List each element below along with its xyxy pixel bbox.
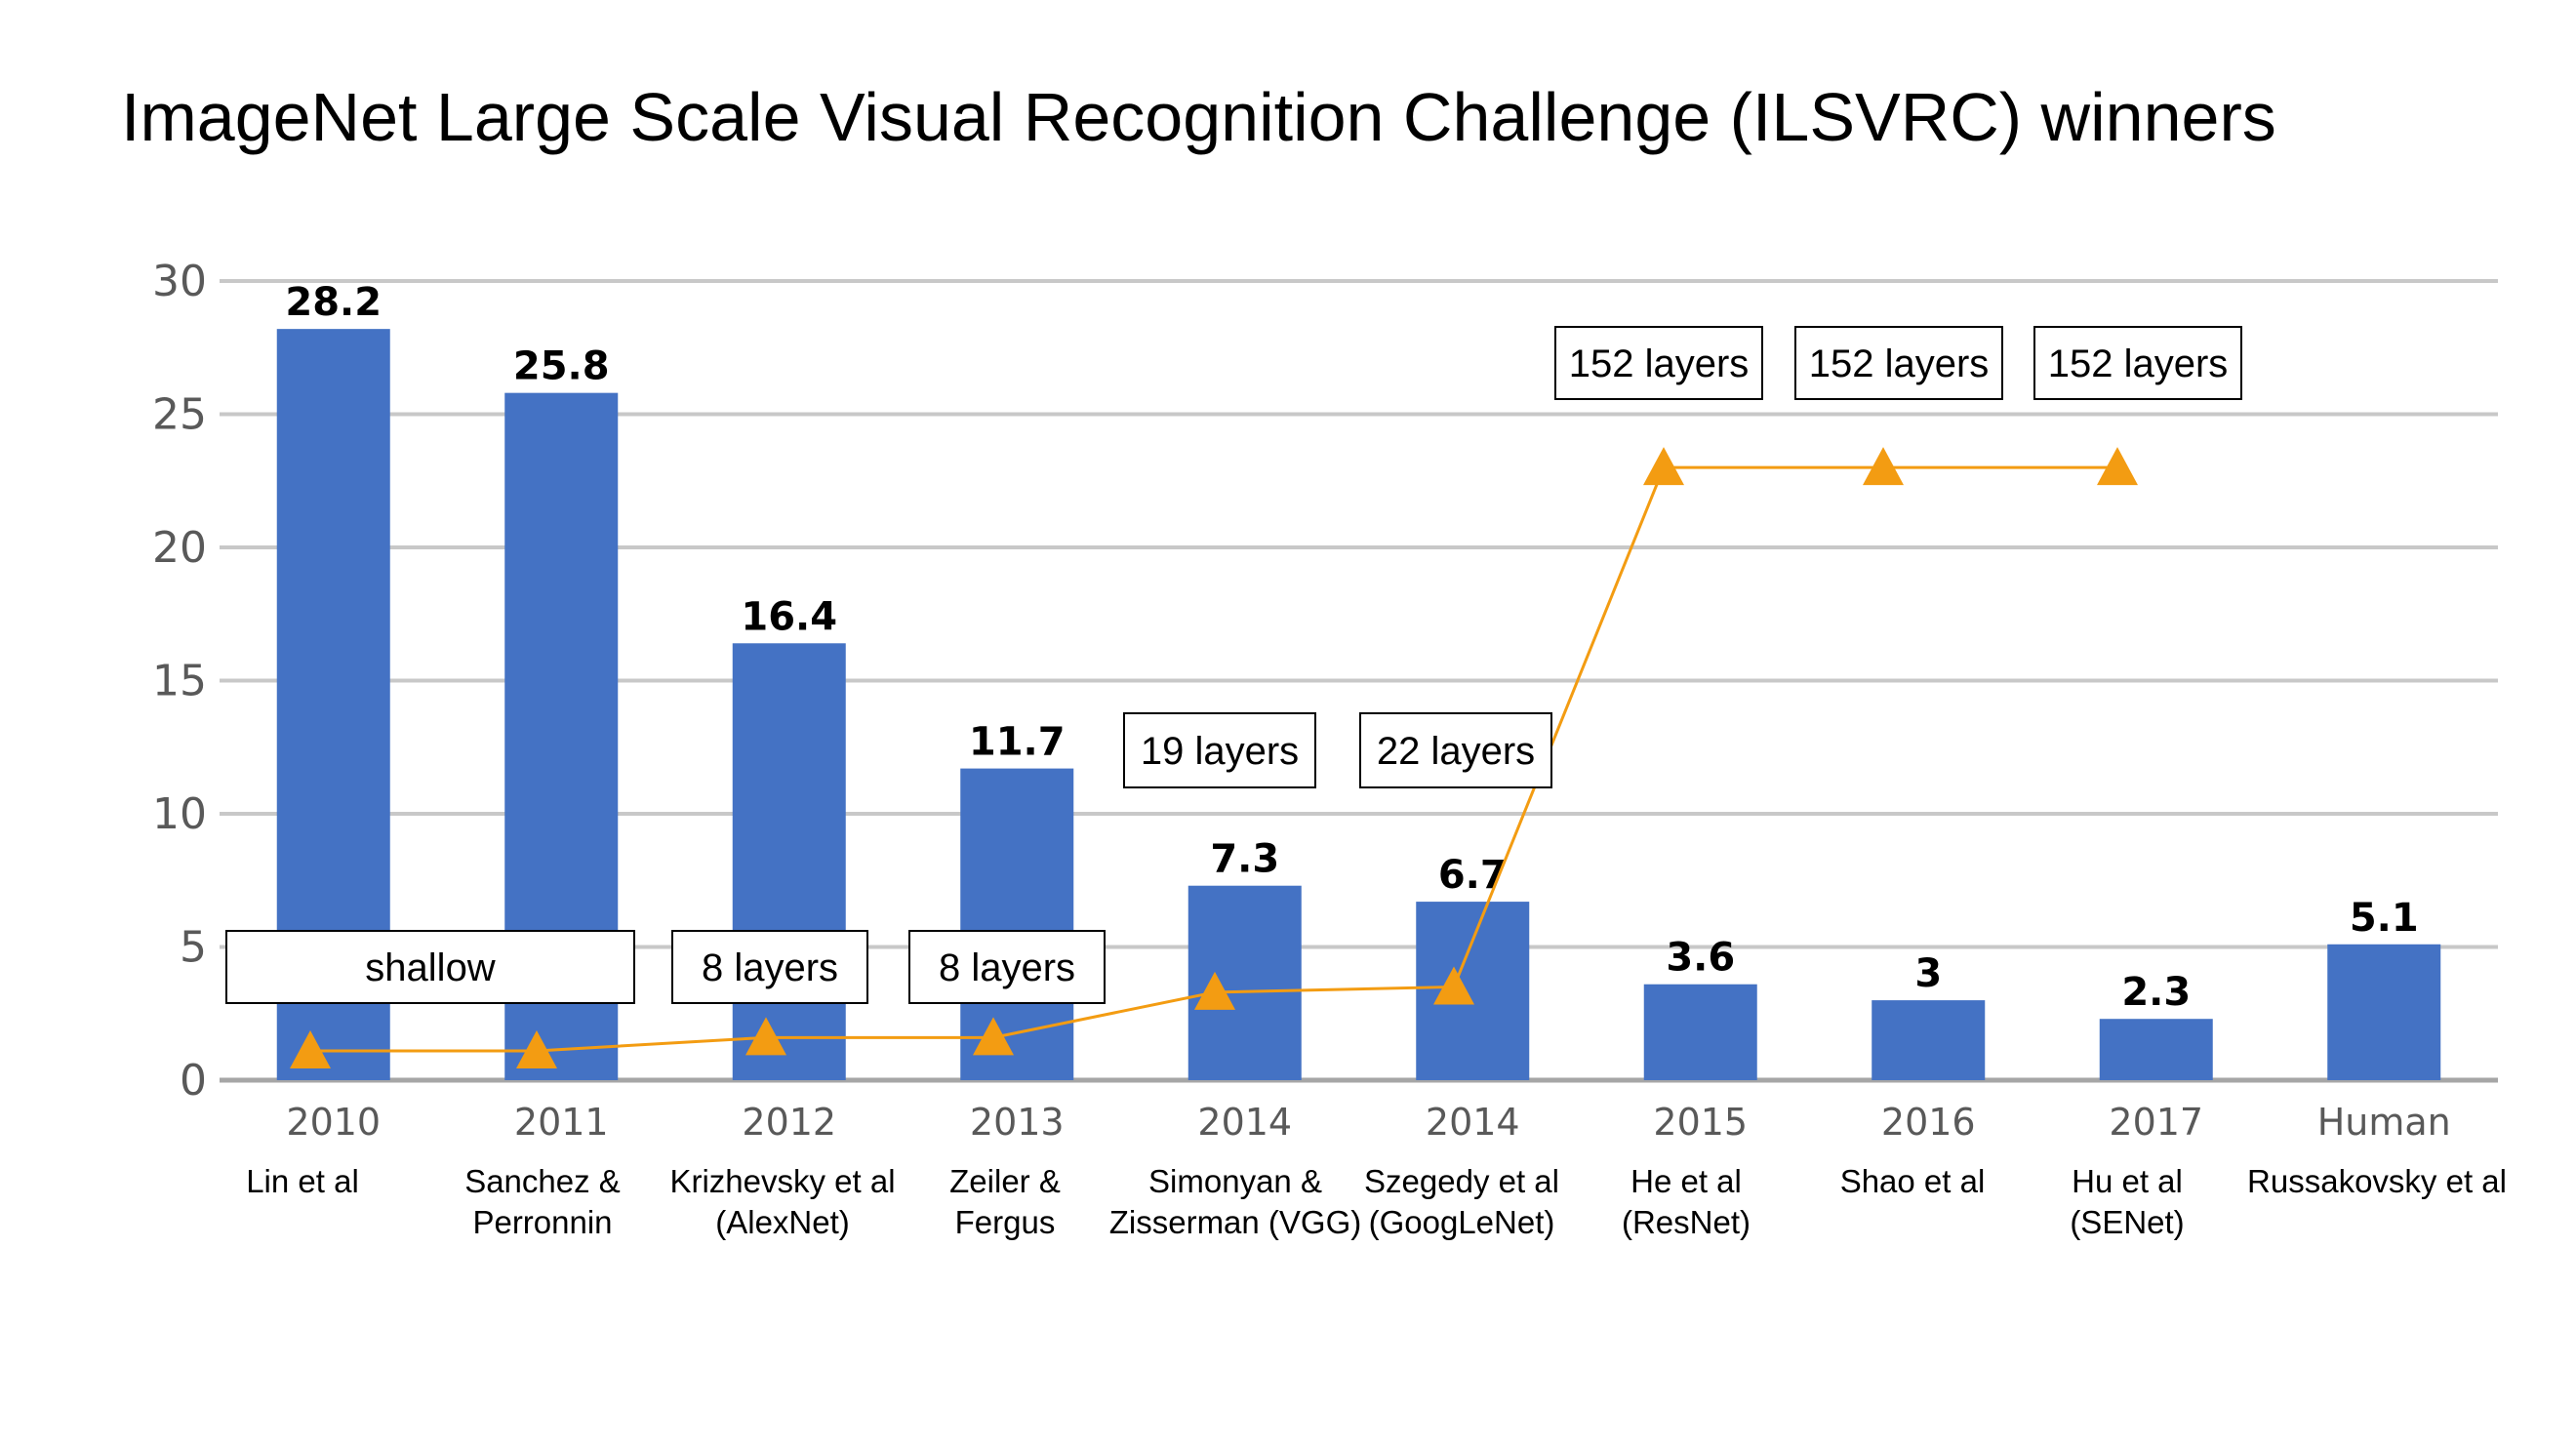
bar <box>1187 885 1302 1080</box>
annotation-box <box>2033 326 2242 400</box>
annotation-label: 152 layers <box>1569 342 1750 385</box>
layer-annotations: shallow 8 layers 8 layers 19 layers 22 layer… <box>225 326 2242 1004</box>
winner-label: (SENet) <box>2070 1204 2184 1240</box>
layer-annotation: 152 layers <box>1794 326 2003 400</box>
x-tick-label: 2012 <box>742 1101 836 1144</box>
bar <box>2327 944 2441 1080</box>
y-tick-label: 30 <box>152 257 207 306</box>
winner-label: Zeiler & <box>949 1163 1061 1199</box>
depth-marker <box>973 1017 1014 1056</box>
y-tick-label: 10 <box>152 789 207 839</box>
x-tick-label: 2016 <box>1881 1101 1976 1144</box>
y-tick-label: 25 <box>152 390 207 440</box>
y-axis-ticks: 0 5 10 15 20 25 30 <box>152 257 207 1106</box>
data-label: 6.7 <box>1438 853 1508 898</box>
x-tick-label: 2011 <box>514 1101 609 1144</box>
depth-marker <box>2097 447 2138 486</box>
x-tick-label: 2015 <box>1653 1101 1748 1144</box>
data-label: 2.3 <box>2121 970 2191 1015</box>
winner-label: Shao et al <box>1840 1163 1986 1199</box>
annotation-box <box>1359 712 1552 788</box>
winner-label: Simonyan & <box>1148 1163 1322 1199</box>
winner-label: Hu et al <box>2072 1163 2183 1199</box>
x-tick-label: 2013 <box>970 1101 1065 1144</box>
annotation-box <box>1123 712 1316 788</box>
winner-label: Krizhevsky et al <box>669 1163 895 1199</box>
data-label: 16.4 <box>741 594 837 639</box>
y-tick-label: 15 <box>152 657 207 706</box>
x-tick-label: 2014 <box>1426 1101 1520 1144</box>
data-label: 3.6 <box>1666 936 1735 981</box>
depth-marker <box>1433 966 1474 1005</box>
depth-line <box>290 447 2138 1068</box>
layer-annotation: 152 layers <box>1554 326 1763 400</box>
x-tick-label: 2014 <box>1197 1101 1292 1144</box>
data-label: 5.1 <box>2350 896 2419 941</box>
depth-marker <box>290 1029 331 1068</box>
bar <box>2099 1019 2213 1080</box>
winner-label: (GoogLeNet) <box>1369 1204 1555 1240</box>
annotation-label: 152 layers <box>2048 342 2229 385</box>
winner-label: Szegedy et al <box>1364 1163 1559 1199</box>
bar <box>960 768 1074 1080</box>
depth-marker <box>1194 971 1235 1010</box>
layer-annotation: 8 layers <box>908 930 1106 1004</box>
annotation-box <box>908 930 1106 1004</box>
annotation-box <box>1554 326 1763 400</box>
bar <box>732 643 846 1080</box>
bar <box>1872 1000 1986 1080</box>
winner-label: He et al <box>1630 1163 1742 1199</box>
winner-label: Zisserman (VGG) <box>1109 1204 1362 1240</box>
x-tick-label: 2017 <box>2109 1101 2203 1144</box>
y-tick-label: 20 <box>152 523 207 573</box>
winner-label: (AlexNet) <box>715 1204 850 1240</box>
winner-label: Fergus <box>955 1204 1056 1240</box>
layer-annotation: 8 layers <box>671 930 868 1004</box>
layer-annotation: 152 layers <box>2033 326 2242 400</box>
bar <box>1643 984 1757 1080</box>
depth-marker <box>1643 447 1684 486</box>
layer-annotation: 19 layers <box>1123 712 1316 788</box>
annotation-label: shallow <box>365 946 496 989</box>
depth-marker <box>1863 447 1904 486</box>
winner-label: Perronnin <box>472 1204 612 1240</box>
data-label: 25.8 <box>513 344 610 389</box>
depth-marker <box>745 1017 786 1056</box>
layer-annotation: shallow <box>225 930 635 1004</box>
layer-annotation: 22 layers <box>1359 712 1552 788</box>
winner-label: Russakovsky et al <box>2247 1163 2507 1199</box>
x-tick-label: 2010 <box>286 1101 381 1144</box>
annotation-box <box>671 930 868 1004</box>
bar <box>1416 902 1530 1080</box>
annotation-box <box>1794 326 2003 400</box>
winner-label: (ResNet) <box>1622 1204 1751 1240</box>
x-tick-label: Human <box>2317 1101 2451 1144</box>
annotation-label: 22 layers <box>1377 730 1535 773</box>
winner-label: Sanchez & <box>464 1163 621 1199</box>
depth-marker <box>516 1029 557 1068</box>
annotation-label: 19 layers <box>1141 730 1299 773</box>
page-title: ImageNet Large Scale Visual Recognition … <box>121 79 2276 155</box>
data-labels: 28.2 25.8 16.4 11.7 7.3 6.7 3.6 3 2.3 5.1 <box>285 280 2418 1015</box>
annotation-box <box>225 930 635 1004</box>
annotation-label: 152 layers <box>1809 342 1990 385</box>
y-tick-label: 0 <box>180 1056 207 1106</box>
data-label: 11.7 <box>969 720 1066 765</box>
data-label: 28.2 <box>285 280 382 325</box>
annotation-label: 8 layers <box>939 946 1075 989</box>
x-axis-ticks: 2010 2011 2012 2013 2014 2014 2015 2016 2017 Huma… <box>286 1101 2450 1144</box>
annotation-label: 8 layers <box>702 946 838 989</box>
data-label: 7.3 <box>1210 837 1279 882</box>
y-tick-label: 5 <box>180 923 207 973</box>
winner-labels: Lin et al Sanchez & Perronnin Krizhevsky et… <box>246 1163 2507 1240</box>
data-label: 3 <box>1914 951 1942 996</box>
winner-label: Lin et al <box>246 1163 359 1199</box>
